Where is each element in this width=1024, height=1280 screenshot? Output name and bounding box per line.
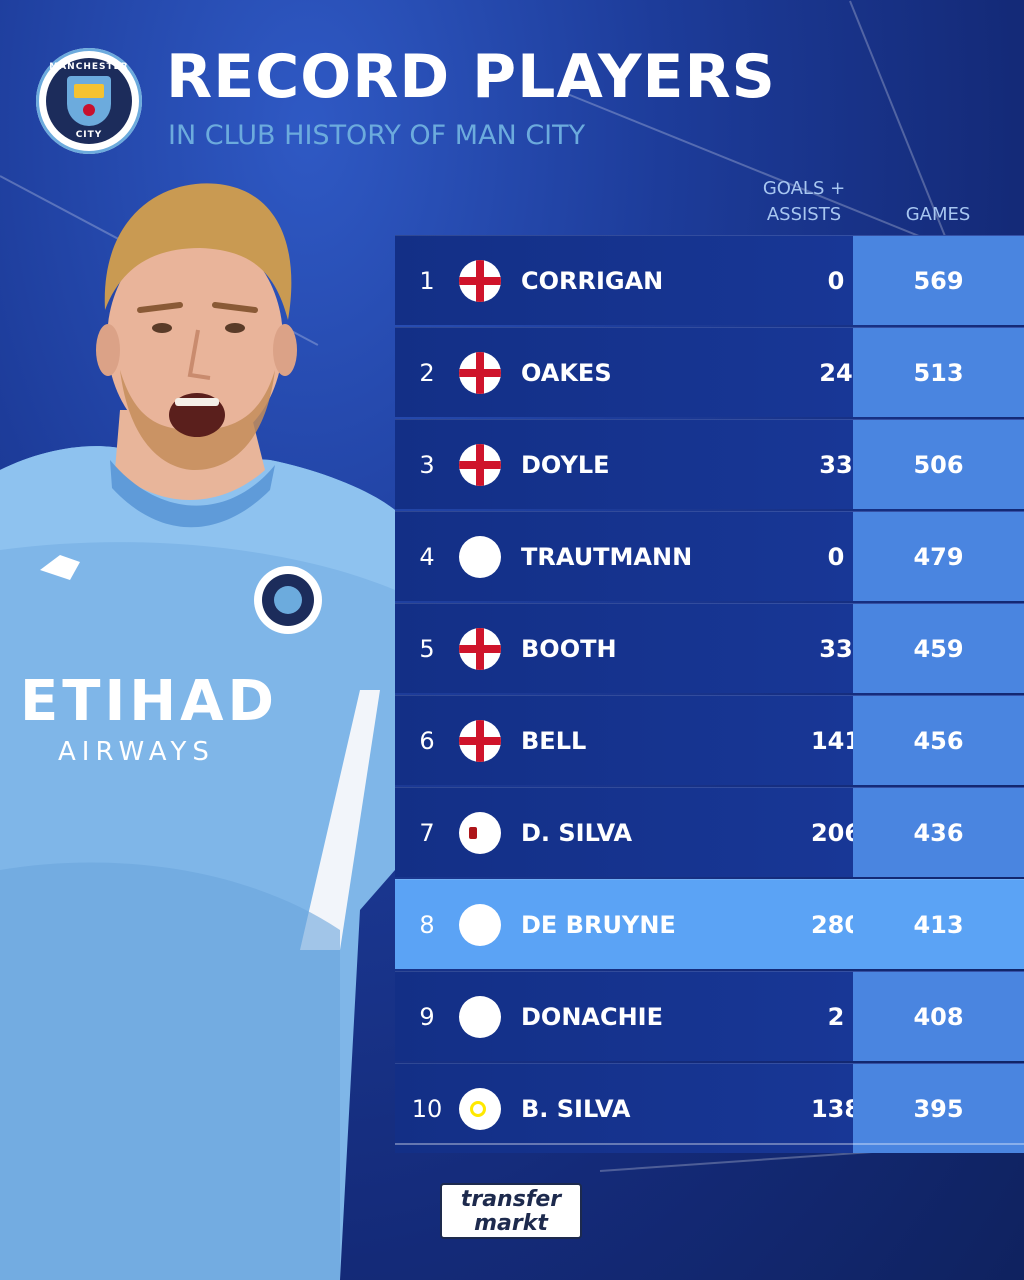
record-players-table: 1 CORRIGAN 0 569 2 OAKES 24 513 3 DOYLE 33 506 4 TRAU… [395, 235, 1024, 1155]
games-header: GAMES [905, 204, 971, 225]
england-flag-icon [459, 443, 501, 486]
games-value: 479 [853, 512, 1024, 601]
rank: 7 [419, 818, 435, 847]
goals-assists-value: 33 [819, 634, 853, 663]
table-row: 2 OAKES 24 513 [395, 327, 1024, 417]
jersey-sponsor-sub: AIRWAYS [58, 737, 215, 767]
player-name: DONACHIE [521, 1002, 664, 1031]
goals-assists-header: GOALS + ASSISTS [748, 176, 860, 228]
rank: 8 [419, 910, 435, 939]
england-flag-icon [459, 351, 501, 394]
games-value: 456 [853, 696, 1024, 785]
table-row: 9 DONACHIE 2 408 [395, 971, 1024, 1061]
brand-line2: markt [474, 1211, 548, 1236]
england-flag-icon [459, 627, 501, 670]
goals-assists-value: 206 [810, 818, 862, 847]
goals-assists-value: 2 [827, 1002, 845, 1031]
games-value: 413 [853, 880, 1024, 969]
man-city-crest-icon: MANCHESTER CITY [36, 48, 142, 154]
rank: 10 [411, 1094, 443, 1123]
player-name: DOYLE [521, 450, 610, 479]
player-name: OAKES [521, 358, 612, 387]
table-row: 3 DOYLE 33 506 [395, 419, 1024, 509]
player-photo: ETIHAD AIRWAYS [0, 183, 395, 1280]
goals-assists-value: 280 [810, 910, 862, 939]
goals-assists-value: 0 [827, 266, 845, 295]
belgium-flag-icon [459, 903, 501, 946]
games-value: 459 [853, 604, 1024, 693]
goals-assists-value: 0 [827, 542, 845, 571]
table-bottom-line [395, 1143, 1024, 1145]
games-value: 395 [853, 1064, 1024, 1153]
portugal-flag-icon [459, 1087, 501, 1130]
player-name: DE BRUYNE [521, 910, 676, 939]
rank: 4 [419, 542, 435, 571]
rank: 2 [419, 358, 435, 387]
table-row: 5 BOOTH 33 459 [395, 603, 1024, 693]
games-value: 513 [853, 328, 1024, 417]
table-row: 7 D. SILVA 206 436 [395, 787, 1024, 877]
games-value: 506 [853, 420, 1024, 509]
page-title: RECORD PLAYERS [166, 42, 776, 112]
goals-assists-value: 24 [819, 358, 853, 387]
games-value: 408 [853, 972, 1024, 1061]
goals-assists-value: 141 [810, 726, 862, 755]
crest-text-bottom: CITY [75, 130, 103, 140]
england-flag-icon [459, 259, 501, 302]
brand-line1: transfer [460, 1187, 562, 1212]
rank: 3 [419, 450, 435, 479]
goals-assists-value: 33 [819, 450, 853, 479]
transfermarkt-logo: transfer markt [440, 1183, 582, 1239]
player-name: B. SILVA [521, 1094, 631, 1123]
goals-assists-value: 138 [810, 1094, 862, 1123]
table-row: 10 B. SILVA 138 395 [395, 1063, 1024, 1153]
page-subtitle: IN CLUB HISTORY OF MAN CITY [168, 120, 586, 151]
goals-assists-header-line1: GOALS + [762, 178, 846, 199]
table-row: 6 BELL 141 456 [395, 695, 1024, 785]
england-flag-icon [459, 719, 501, 762]
goals-assists-header-line2: ASSISTS [766, 204, 842, 225]
table-row: 8 DE BRUYNE 280 413 [395, 879, 1024, 969]
player-name: D. SILVA [521, 818, 633, 847]
table-row: 1 CORRIGAN 0 569 [395, 235, 1024, 325]
games-value: 436 [853, 788, 1024, 877]
rank: 5 [419, 634, 435, 663]
player-name: TRAUTMANN [521, 542, 693, 571]
spain-flag-icon [459, 811, 501, 854]
jersey-sponsor: ETIHAD [20, 669, 278, 734]
scotland-flag-icon [459, 995, 501, 1038]
player-name: CORRIGAN [521, 266, 664, 295]
games-value: 569 [853, 236, 1024, 325]
player-name: BELL [521, 726, 587, 755]
germany-flag-icon [459, 535, 501, 578]
rank: 9 [419, 1002, 435, 1031]
rank: 1 [419, 266, 435, 295]
player-name: BOOTH [521, 634, 617, 663]
rank: 6 [419, 726, 435, 755]
crest-text-top: MANCHESTER [49, 62, 129, 72]
table-row: 4 TRAUTMANN 0 479 [395, 511, 1024, 601]
